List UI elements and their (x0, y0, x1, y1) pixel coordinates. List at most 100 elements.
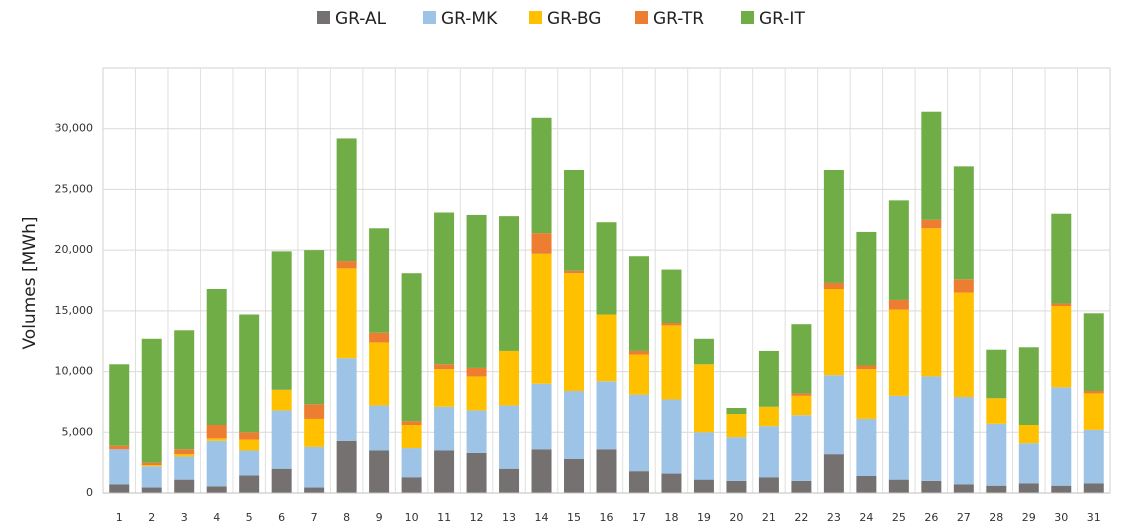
x-tick-label: 21 (762, 511, 776, 524)
x-tick-label: 12 (470, 511, 484, 524)
legend-label: GR-IT (759, 9, 805, 29)
bar-segment (304, 446, 325, 488)
bar-segment (986, 349, 1007, 399)
bar-segment (953, 484, 974, 493)
x-tick-label: 9 (376, 511, 383, 524)
legend-label: GR-AL (335, 9, 387, 29)
bar-segment (531, 449, 552, 493)
y-tick-label: 20,000 (55, 243, 94, 256)
bar-segment (1018, 347, 1039, 425)
bar-segment (499, 468, 520, 493)
bar-segment (499, 405, 520, 469)
bar-segment (466, 452, 487, 493)
bar-segment (174, 456, 195, 480)
bar-segment (1051, 213, 1072, 304)
bar-segment (693, 479, 714, 493)
x-tick-label: 23 (827, 511, 841, 524)
x-tick-label: 13 (502, 511, 516, 524)
x-tick-label: 26 (924, 511, 938, 524)
y-axis-label: Volumes [MWh] (20, 216, 40, 349)
bar-segment (921, 376, 942, 481)
legend-label: GR-TR (653, 9, 704, 29)
x-tick-label: 31 (1087, 511, 1101, 524)
x-tick-label: 7 (311, 511, 318, 524)
bar-segment (726, 480, 747, 493)
legend-swatch (317, 11, 330, 24)
x-tick-label: 19 (697, 511, 711, 524)
x-tick-label: 30 (1054, 511, 1068, 524)
x-tick-label: 22 (794, 511, 808, 524)
bar-segment (466, 367, 487, 377)
bar-segment (1051, 485, 1072, 493)
bar-segment (953, 397, 974, 485)
bar-segment (564, 391, 585, 459)
bar-segment (239, 314, 260, 433)
x-tick-label: 11 (437, 511, 451, 524)
bar-segment (953, 279, 974, 293)
x-tick-label: 20 (729, 511, 743, 524)
bar-segment (369, 405, 390, 451)
y-tick-label: 5,000 (62, 425, 94, 438)
bar-segment (856, 418, 877, 476)
bar-segment (791, 393, 812, 396)
y-tick-label: 0 (86, 486, 93, 499)
bar-segment (628, 350, 649, 355)
bar-segment (531, 117, 552, 234)
bar-segment (1051, 306, 1072, 388)
bar-segment (271, 251, 292, 390)
bar-segment (434, 364, 455, 370)
x-tick-label: 4 (213, 511, 220, 524)
bar-segment (141, 465, 162, 467)
bar-segment (758, 350, 779, 407)
bar-segment (856, 369, 877, 419)
x-tick-label: 27 (957, 511, 971, 524)
bar-segment (921, 219, 942, 229)
bar-segment (564, 170, 585, 271)
legend-swatch (529, 11, 542, 24)
bar-segment (206, 289, 227, 425)
bar-segment (986, 423, 1007, 486)
bar-segment (726, 408, 747, 415)
bar-segment (304, 250, 325, 405)
bar-segment (401, 421, 422, 425)
bar-segment (726, 437, 747, 481)
bar-segment (336, 440, 357, 493)
legend-swatch (635, 11, 648, 24)
bar-segment (434, 212, 455, 365)
bar-segment (661, 399, 682, 474)
bar-segment (239, 475, 260, 493)
bar-segment (304, 404, 325, 419)
bar-segment (434, 369, 455, 407)
x-tick-label: 25 (892, 511, 906, 524)
bar-segment (1018, 483, 1039, 493)
bar-segment (174, 479, 195, 493)
bar-segment (693, 338, 714, 365)
bar-segment (336, 268, 357, 359)
bar-segment (596, 381, 617, 450)
bar-segment (401, 448, 422, 478)
bar-segment (141, 462, 162, 466)
bar-segment (628, 394, 649, 472)
bar-segment (499, 216, 520, 351)
bar-segment (661, 325, 682, 400)
bar-segment (823, 170, 844, 283)
bar-segment (758, 406, 779, 427)
bar-segment (921, 480, 942, 493)
legend-swatch (423, 11, 436, 24)
bar-segment (336, 261, 357, 269)
bar-segment (336, 358, 357, 441)
y-tick-label: 25,000 (55, 182, 94, 195)
bar-segment (141, 338, 162, 463)
bar-segment (791, 395, 812, 416)
bar-segment (141, 466, 162, 488)
x-tick-label: 14 (535, 511, 549, 524)
x-tick-label: 8 (343, 511, 350, 524)
y-tick-label: 30,000 (55, 122, 94, 135)
bar-segment (466, 410, 487, 453)
bar-segment (369, 228, 390, 333)
legend-swatch (741, 11, 754, 24)
y-tick-label: 10,000 (55, 365, 94, 378)
bar-segment (206, 438, 227, 441)
bar-segment (628, 471, 649, 493)
